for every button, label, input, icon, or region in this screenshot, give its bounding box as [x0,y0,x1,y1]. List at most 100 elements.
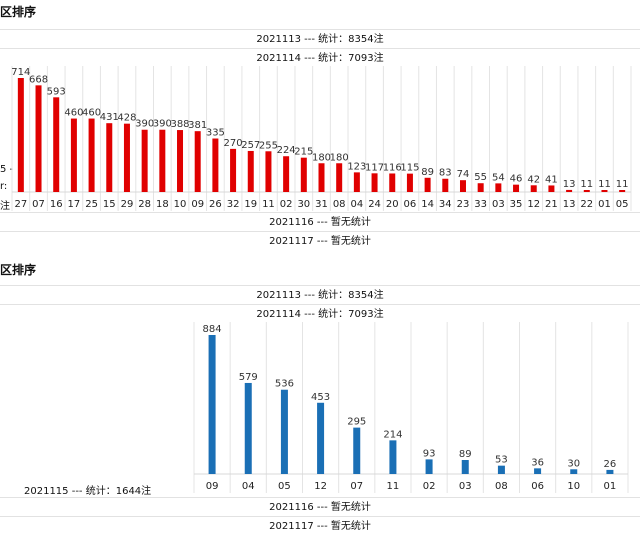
bar-14 [424,177,431,192]
category-label: 19 [244,199,257,210]
bar-35 [513,184,520,192]
data-label: 428 [117,113,136,124]
bar-10 [570,469,578,474]
category-label: 01 [604,481,617,492]
row-2021114-summary: 2021114 --- 统计：7093注 [0,48,640,68]
row-2021114-summary-2: 2021114 --- 统计：7093注 [0,304,640,324]
data-label: 180 [312,152,331,163]
row-2021116-summary-2: 2021116 --- 暂无统计 [0,497,640,518]
bar-16 [53,97,60,192]
data-label: 224 [277,145,296,156]
bar-11 [265,151,272,192]
axis-label-fragment: r: [0,181,8,192]
category-label: 03 [459,481,472,492]
data-label: 11 [616,179,629,190]
category-label: 03 [492,199,505,210]
section-2-title: 区排序 [0,263,37,277]
bar-01 [601,190,608,192]
category-label: 26 [209,199,222,210]
bar-09 [208,335,216,474]
row-2021116-summary: 2021116 --- 暂无统计 [0,212,640,233]
category-label: 07 [32,199,45,210]
category-label: 24 [368,199,381,210]
bar-21 [548,185,555,192]
category-label: 06 [404,199,417,210]
bar-23 [459,180,466,192]
bar-02 [283,156,290,192]
category-label: 34 [439,199,452,210]
bar-32 [230,148,237,192]
category-label: 29 [121,199,134,210]
bar-25 [88,118,95,192]
bar-05 [619,190,626,192]
axis-tick-fragment: 5 - [0,164,14,175]
category-label: 14 [421,199,434,210]
data-label: 123 [347,161,366,172]
bar-15 [106,123,113,192]
data-label: 54 [492,172,505,183]
data-label: 270 [224,138,243,149]
bar-06 [406,173,413,192]
category-label: 13 [563,199,576,210]
category-label: 12 [527,199,540,210]
bar-02 [425,459,433,474]
category-label: 11 [387,481,400,492]
unit-label-fragment: 注 [0,201,10,212]
bar-12 [317,402,325,474]
bar-07 [353,427,361,474]
bar-11 [389,440,397,474]
category-label: 02 [280,199,293,210]
bar-09 [194,131,201,192]
data-label: 180 [330,152,349,163]
category-label: 09 [206,481,219,492]
bar-01 [606,469,614,474]
bar-03 [461,460,469,474]
data-label: 117 [365,162,384,173]
bar-04 [353,172,360,192]
category-label: 30 [297,199,310,210]
blue-bar-chart: 884 09 579 04 536 05 453 12 295 07 214 11 93 02 89 03 53… [193,322,629,493]
bar-05 [280,389,288,474]
category-label: 35 [510,199,523,210]
bar-12 [530,185,537,192]
row-2021117-summary: 2021117 --- 暂无统计 [0,231,640,251]
category-label: 01 [598,199,611,210]
bar-26 [212,138,219,192]
bar-31 [318,163,325,192]
category-label: 02 [423,481,436,492]
data-label: 93 [423,448,436,459]
category-label: 04 [351,199,364,210]
bar-34 [442,178,449,192]
data-label: 55 [474,172,487,183]
category-label: 17 [68,199,81,210]
data-label: 30 [567,458,580,469]
bar-27 [17,78,24,192]
data-label: 13 [563,179,576,190]
bar-13 [566,189,573,192]
category-label: 09 [191,199,204,210]
data-label: 714 [11,67,30,78]
bar-20 [389,173,396,192]
category-label: 12 [314,481,327,492]
category-label: 32 [227,199,240,210]
bar-18 [159,129,166,192]
data-label: 74 [457,169,470,180]
category-label: 27 [14,199,27,210]
data-label: 42 [527,174,540,185]
data-label: 431 [100,112,119,123]
category-label: 33 [474,199,487,210]
data-label: 89 [459,449,472,460]
data-label: 89 [421,167,434,178]
data-label: 83 [439,168,452,179]
category-label: 05 [278,481,291,492]
category-label: 22 [580,199,593,210]
category-label: 08 [495,481,508,492]
data-label: 53 [495,455,508,466]
bar-24 [371,173,378,192]
data-label: 579 [239,372,258,383]
data-label: 257 [241,140,260,151]
category-label: 28 [138,199,151,210]
red-bar-chart: 7142766807593164601746025431154282939028… [11,66,632,211]
row-2021113-summary-2: 2021113 --- 统计：8354注 [0,285,640,306]
category-label: 08 [333,199,346,210]
